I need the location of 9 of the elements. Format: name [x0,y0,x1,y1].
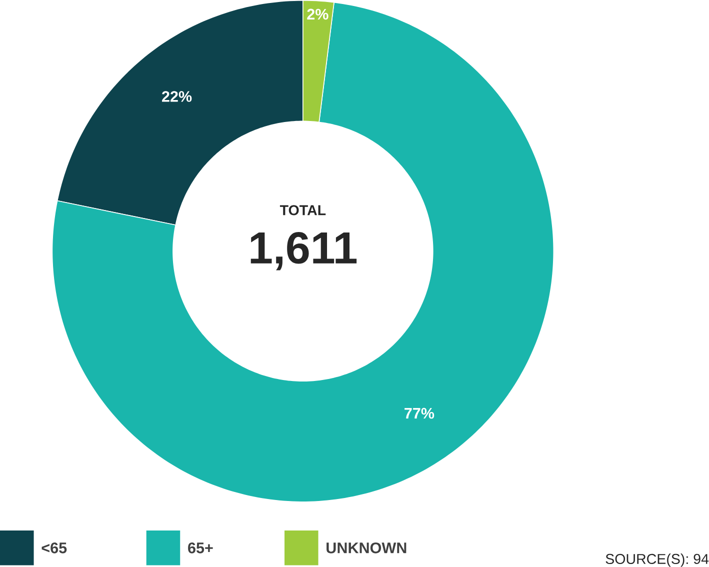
text: TOTAL [280,205,326,216]
source-note: SOURCE(S): 94 [606,554,709,567]
data-label: 22% [162,91,192,102]
text: 1,611 [250,232,357,270]
data-label: 2% [307,8,328,20]
legend-label: <65 [42,542,67,554]
legend-label: UNKNOWN [326,542,406,554]
data-label: 77% [404,408,434,419]
legend-label: 65+ [188,542,213,554]
